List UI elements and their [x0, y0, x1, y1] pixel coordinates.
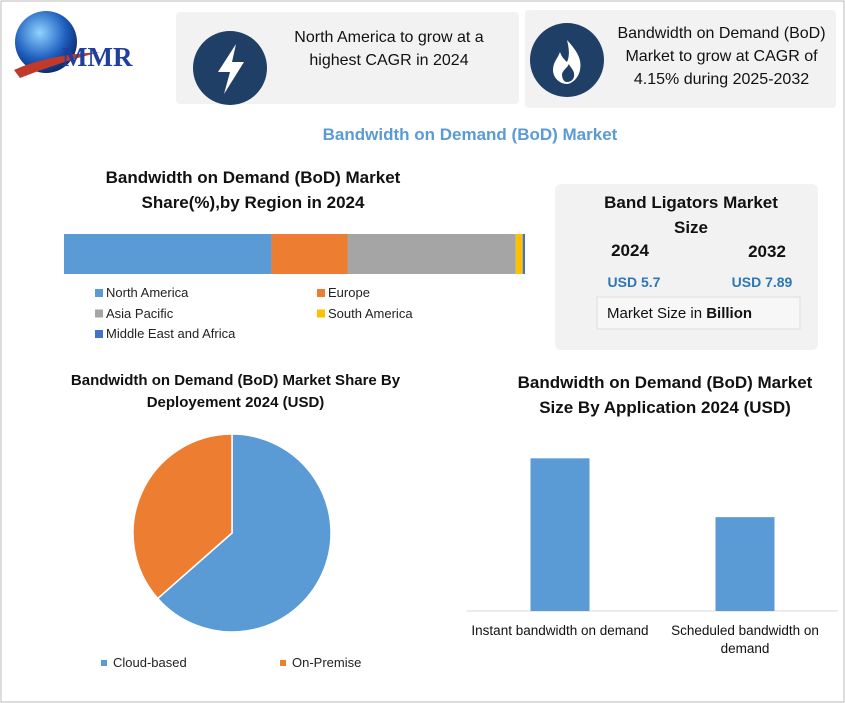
bar — [530, 458, 590, 611]
card-icon — [530, 23, 604, 97]
legend-marker — [95, 330, 103, 338]
legend-marker — [101, 660, 107, 666]
card-text: Bandwidth on Demand (BoD) Market to grow… — [617, 25, 826, 89]
chart-title: Bandwidth on Demand (BoD) Market Share(%… — [105, 168, 401, 212]
x-tick-label: Scheduled bandwidth on demand — [671, 623, 819, 657]
legend-marker — [317, 289, 325, 297]
size-title: Band Ligators Market Size — [604, 193, 778, 237]
legend-label: On-Premise — [292, 655, 362, 670]
chart-title: Bandwidth on Demand (BoD) Market Share B… — [70, 372, 401, 411]
bar — [715, 517, 775, 611]
legend-label: Europe — [328, 285, 370, 300]
unit-prefix: Market Size in — [607, 305, 703, 322]
year: 2032 — [748, 242, 786, 261]
main-title: Bandwidth on Demand (BoD) Market — [322, 125, 618, 144]
logo-swoosh — [14, 52, 100, 78]
unit-label: Market Size in Billion — [607, 303, 752, 325]
lightning-icon — [218, 44, 244, 94]
chart-title: Bandwidth on Demand (BoD) Market Size By… — [517, 373, 813, 417]
card — [525, 10, 836, 108]
bar-segment — [347, 234, 516, 274]
legend-label: North America — [106, 285, 189, 300]
size-value: USD 7.89 — [731, 274, 793, 290]
year: 2024 — [611, 241, 649, 260]
legend-label: Asia Pacific — [106, 305, 174, 321]
logo-text: MMR — [62, 42, 133, 72]
card-text: North America to grow at a highest CAGR … — [294, 29, 484, 70]
legend-label: South America — [328, 305, 413, 321]
unit-box — [596, 296, 801, 330]
flame-inner — [562, 64, 575, 82]
pie-slice — [156, 433, 332, 633]
legend-marker — [95, 289, 103, 297]
size-value: USD 5.7 — [607, 274, 661, 290]
x-tick-label: Instant bandwidth on demand — [471, 623, 649, 638]
bar-segment — [522, 234, 525, 274]
bar-segment — [64, 234, 272, 274]
legend-marker — [280, 660, 286, 666]
legend-label: Cloud-based — [113, 655, 187, 670]
legend-marker — [317, 309, 325, 318]
unit: Billion — [706, 305, 753, 322]
bar-segment — [515, 234, 523, 274]
bar-segment — [271, 234, 348, 274]
legend-label: Middle East and Africa — [106, 326, 236, 341]
legend-marker — [95, 309, 103, 318]
pie-slice — [132, 433, 233, 600]
